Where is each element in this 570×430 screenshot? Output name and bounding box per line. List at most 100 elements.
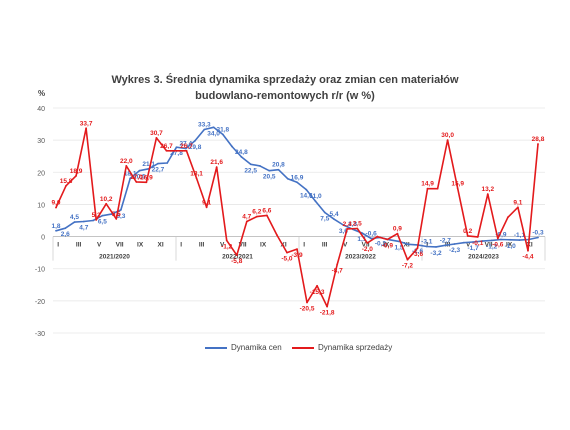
data-label-prices: -1,1 [514,232,526,239]
point-prices [157,162,159,165]
point-sales [386,238,389,241]
y-tick-label: 30 [37,138,45,145]
point-sales [205,206,208,209]
x-tick-label: IX [383,242,390,249]
data-label-sales: 30,0 [441,132,454,139]
data-label-prices: 27,4 [179,141,192,148]
data-label-prices: -1,0 [505,243,517,250]
data-label-sales: -0,9 [382,242,394,249]
x-tick-label: I [180,242,182,249]
point-sales [276,234,278,236]
data-label-prices: -3,1 [421,239,433,246]
point-sales [165,149,168,152]
chart-title-line-1: Wykres 3. Średnia dynamika sprzedaży ora… [111,74,459,86]
point-prices [268,169,271,172]
data-label-prices: -3,2 [430,250,442,257]
x-tick-label: V [97,242,102,249]
point-prices [240,155,243,158]
data-label-prices: 6,5 [98,219,107,226]
point-sales [446,139,449,142]
period-label: 2021/2020 [99,254,130,261]
point-prices [138,169,141,172]
point-prices [82,220,85,223]
x-tick-label: III [322,242,328,249]
data-label-prices: 2,3 [348,221,357,228]
legend-label-prices: Dynamika cen [231,343,282,352]
point-sales [537,143,539,145]
data-label-prices: 24,8 [235,149,248,156]
point-sales [306,301,308,304]
point-sales [356,227,359,230]
point-sales [95,218,98,221]
point-sales [466,235,469,237]
point-sales [326,305,329,308]
point-sales [527,249,529,252]
x-tick-label: VII [239,242,247,249]
point-sales [75,174,77,177]
point-prices [472,241,475,243]
data-label-prices: 5,4 [330,211,339,218]
data-label-sales: 2,5 [353,221,362,228]
x-tick-label: VII [362,242,370,249]
point-sales [316,284,318,287]
point-sales [436,187,439,190]
point-prices [231,145,234,148]
point-prices [101,214,104,217]
point-sales [145,181,148,184]
data-label-sales: 9,0 [51,200,60,207]
data-label-prices: -1,7 [468,245,480,252]
data-label-prices: -2,7 [440,237,452,244]
legend-item-prices: Dynamika cen [205,343,282,352]
data-label-prices: 27,8 [170,150,183,157]
point-prices [249,163,252,166]
point-prices [444,244,447,247]
point-prices [537,236,539,239]
point-prices [370,237,373,240]
point-prices [73,221,76,224]
point-sales [195,177,198,180]
period-label: 2024/2023 [468,254,499,261]
x-tick-label: I [303,242,305,249]
legend-item-sales: Dynamika sprzedaży [292,343,392,352]
y-tick-label: 40 [37,106,45,113]
data-label-prices: -0,3 [532,230,544,237]
data-label-sales: 14,9 [421,181,434,188]
x-tick-label: III [76,242,82,249]
x-tick-label: I [426,242,428,249]
data-label-prices: 4,5 [70,214,79,221]
data-label-sales: 0,9 [393,226,402,233]
data-label-prices: 8,3 [116,213,125,220]
data-label-prices: 21,1 [142,161,155,168]
point-prices [175,146,178,149]
data-label-sales: -0,6 [492,242,504,249]
data-label-prices: -0,3 [375,241,387,248]
point-prices [129,177,132,180]
point-prices [194,139,196,142]
data-label-sales: 13,2 [481,186,494,193]
data-label-sales: 6,6 [262,207,271,214]
data-label-prices: 20,5 [263,174,276,181]
point-prices [481,240,484,242]
data-label-prices: 7,5 [320,215,329,222]
point-sales [486,193,489,196]
point-prices [407,243,410,246]
point-prices [119,208,122,211]
data-label-prices: -0,9 [495,231,507,238]
data-label-sales: 17,0 [130,174,143,181]
point-prices [314,200,317,203]
point-sales [185,149,188,152]
data-label-prices: 2,6 [61,231,70,238]
data-label-prices: 14,6 [300,193,313,200]
data-label-prices: -1,2 [486,243,498,250]
point-sales [406,258,409,261]
data-label-sales: 22,0 [120,158,133,165]
x-tick-label: IX [260,242,267,249]
x-tick-label: IX [137,242,144,249]
period-label: 2022/2021 [222,254,253,261]
data-label-prices: 4,7 [79,224,88,231]
point-prices [166,162,169,164]
point-prices [500,238,502,241]
point-prices [296,181,298,184]
point-prices [212,126,215,129]
point-sales [225,239,228,242]
